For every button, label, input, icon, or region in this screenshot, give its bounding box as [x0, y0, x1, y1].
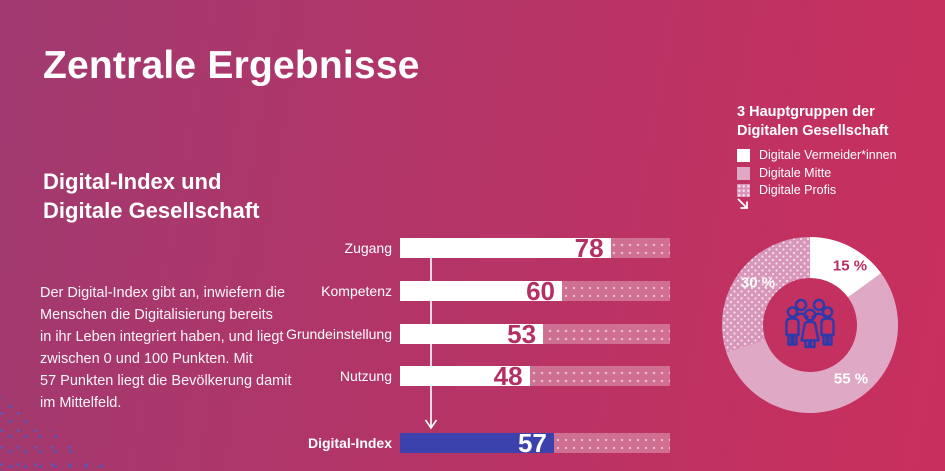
- description-text: Der Digital-Index gibt an, inwiefern die…: [40, 285, 292, 411]
- donut-chart: 15 % 55 % 30 %: [722, 237, 899, 414]
- bar-row-digital-index: Digital-Index 57: [230, 428, 670, 458]
- bar-value: 78: [574, 233, 604, 263]
- bar-row-nutzung: Nutzung 48: [230, 361, 670, 391]
- donut-legend: Digitale Vermeider*innen Digitale Mitte …: [737, 149, 897, 202]
- legend-swatch-dotted: [737, 184, 750, 197]
- legend-label: Digitale Vermeider*innen: [759, 148, 897, 162]
- bar-fill: 78: [400, 233, 611, 263]
- bar-value: 53: [507, 319, 537, 349]
- bar-value: 57: [517, 428, 547, 458]
- bar-fill-index: 57: [400, 428, 554, 458]
- bar-row-kompetenz: Kompetenz 60: [230, 276, 670, 306]
- section-heading-line2: Digitale Gesellschaft: [43, 198, 260, 223]
- bar-value: 48: [493, 361, 523, 391]
- people-group-icon: [785, 298, 835, 349]
- bar-label: Kompetenz: [321, 283, 392, 299]
- bar-row-grundeinstellung: Grundeinstellung 53: [230, 319, 670, 349]
- bar-fill: 48: [400, 361, 530, 391]
- legend-label: Digitale Profis: [759, 183, 837, 197]
- bar-track: 48: [400, 361, 670, 391]
- bar-track: 60: [400, 276, 670, 306]
- bar-track: 53: [400, 319, 670, 349]
- donut-value-mitte: 55 %: [833, 370, 869, 388]
- legend-item-vermeider: Digitale Vermeider*innen: [737, 149, 897, 162]
- donut-value-profis: 30 %: [740, 274, 776, 292]
- group-section-heading: 3 Hauptgruppen der Digitalen Gesellschaft: [737, 103, 889, 141]
- legend-item-profis: Digitale Profis: [737, 184, 897, 197]
- arrow-down-right-icon: [737, 198, 748, 209]
- group-heading-line2: Digitalen Gesellschaft: [737, 123, 889, 139]
- bar-label: Grundeinstellung: [286, 326, 392, 342]
- bar-row-zugang: Zugang 78: [230, 233, 670, 263]
- donut-slice-mitte: [726, 273, 899, 414]
- bar-label: Digital-Index: [307, 435, 392, 451]
- bar-fill: 60: [400, 276, 562, 306]
- bar-track: 78: [400, 233, 670, 263]
- bar-label: Zugang: [344, 240, 392, 256]
- bar-fill: 53: [400, 319, 544, 349]
- legend-swatch-pink: [737, 166, 750, 180]
- page-title: Zentrale Ergebnisse: [43, 44, 420, 87]
- legend-swatch-white: [737, 149, 750, 162]
- bar-value: 60: [526, 276, 555, 306]
- legend-label: Digitale Mitte: [759, 165, 832, 180]
- group-heading-line1: 3 Hauptgruppen der: [737, 104, 875, 120]
- bar-label: Nutzung: [339, 368, 392, 384]
- legend-item-mitte: Digitale Mitte: [737, 165, 897, 180]
- donut-slice-profis: [722, 237, 810, 353]
- section-heading: Digital-Index und Digitale Gesellschaft: [43, 167, 259, 225]
- bar-track: 57: [400, 428, 670, 458]
- donut-value-vermeider: 15 %: [832, 257, 868, 275]
- section-heading-line1: Digital-Index und: [43, 169, 222, 194]
- donut-slice-vermeider: [810, 237, 882, 298]
- donut-svg: [722, 237, 899, 414]
